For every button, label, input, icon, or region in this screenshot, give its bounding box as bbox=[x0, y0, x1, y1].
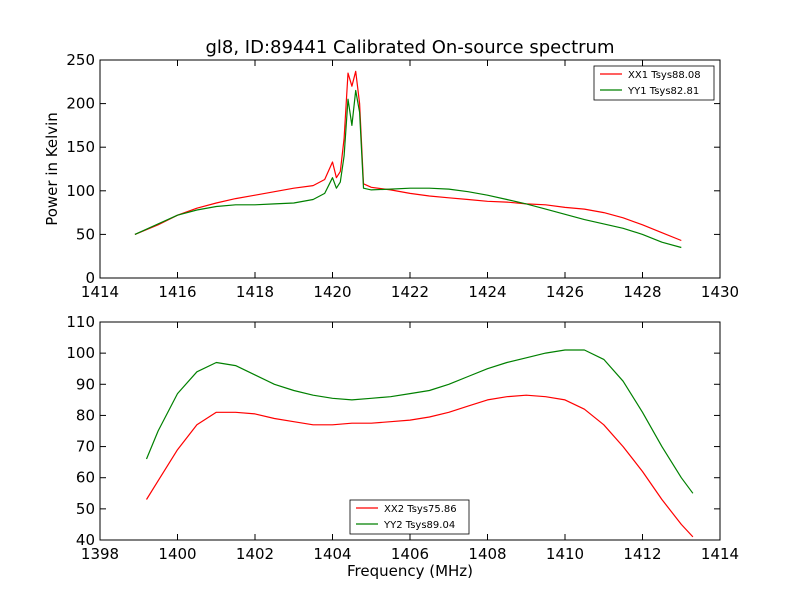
x-tick-label: 1412 bbox=[623, 545, 661, 563]
x-tick-label: 1416 bbox=[158, 283, 196, 301]
x-axis-label: Frequency (MHz) bbox=[347, 562, 473, 580]
y-tick-label: 100 bbox=[66, 344, 95, 362]
x-tick-label: 1414 bbox=[701, 545, 739, 563]
x-tick-label: 1410 bbox=[546, 545, 584, 563]
y-tick-label: 60 bbox=[76, 469, 95, 487]
y-tick-label: 150 bbox=[66, 138, 95, 156]
legend-label-xx1: XX1 Tsys88.08 bbox=[628, 70, 701, 81]
series-line-yy2 bbox=[145, 349, 694, 494]
x-tick-label: 1420 bbox=[313, 283, 351, 301]
x-tick-label: 1402 bbox=[236, 545, 274, 563]
x-tick-label: 1424 bbox=[468, 283, 506, 301]
x-tick-label: 1414 bbox=[81, 283, 119, 301]
x-tick-label: 1404 bbox=[313, 545, 351, 563]
plot-top: gl8, ID:89441 Calibrated On-source spect… bbox=[43, 37, 739, 301]
y-tick-label: 250 bbox=[66, 51, 95, 69]
y-axis-label: Power in Kelvin bbox=[43, 112, 61, 226]
plot-bottom: Frequency (MHz) 1398 1400 1402 1404 1406 1408… bbox=[66, 313, 739, 580]
x-tick-label: 1426 bbox=[546, 283, 584, 301]
series-line-xx1 bbox=[134, 70, 682, 242]
x-tick-label: 1418 bbox=[236, 283, 274, 301]
y-tick-label: 50 bbox=[76, 225, 95, 243]
legend: XX2 Tsys75.86 YY2 Tsys89.04 bbox=[349, 499, 470, 535]
y-tick-label: 0 bbox=[85, 269, 95, 287]
x-tick-label: 1422 bbox=[391, 283, 429, 301]
y-tick-label: 50 bbox=[76, 500, 95, 518]
legend: XX1 Tsys88.08 YY1 Tsys82.81 bbox=[593, 65, 715, 101]
y-tick-label: 110 bbox=[66, 313, 95, 331]
series-line-xx2 bbox=[145, 394, 694, 538]
x-tick-label: 1400 bbox=[158, 545, 196, 563]
y-tick-label: 40 bbox=[76, 531, 95, 549]
y-tick-label: 90 bbox=[76, 375, 95, 393]
legend-label-yy2: YY2 Tsys89.04 bbox=[383, 520, 455, 531]
x-tick-label: 1428 bbox=[623, 283, 661, 301]
y-tick-label: 80 bbox=[76, 406, 95, 424]
chart-title: gl8, ID:89441 Calibrated On-source spect… bbox=[205, 37, 614, 58]
x-tick-label: 1408 bbox=[468, 545, 506, 563]
legend-label-yy1: YY1 Tsys82.81 bbox=[627, 86, 699, 97]
x-tick-label: 1430 bbox=[701, 283, 739, 301]
legend-box bbox=[593, 65, 715, 101]
y-tick-label: 70 bbox=[76, 438, 95, 456]
y-tick-label: 100 bbox=[66, 182, 95, 200]
x-tick-label: 1398 bbox=[81, 545, 119, 563]
x-tick-label: 1406 bbox=[391, 545, 429, 563]
legend-box bbox=[349, 499, 470, 535]
legend-label-xx2: XX2 Tsys75.86 bbox=[384, 504, 457, 515]
y-tick-label: 200 bbox=[66, 95, 95, 113]
series-line-yy1 bbox=[134, 89, 682, 249]
